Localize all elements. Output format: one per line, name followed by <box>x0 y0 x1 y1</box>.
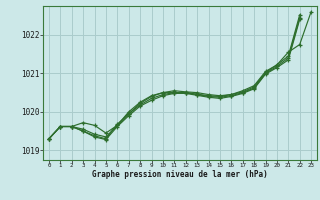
X-axis label: Graphe pression niveau de la mer (hPa): Graphe pression niveau de la mer (hPa) <box>92 170 268 179</box>
